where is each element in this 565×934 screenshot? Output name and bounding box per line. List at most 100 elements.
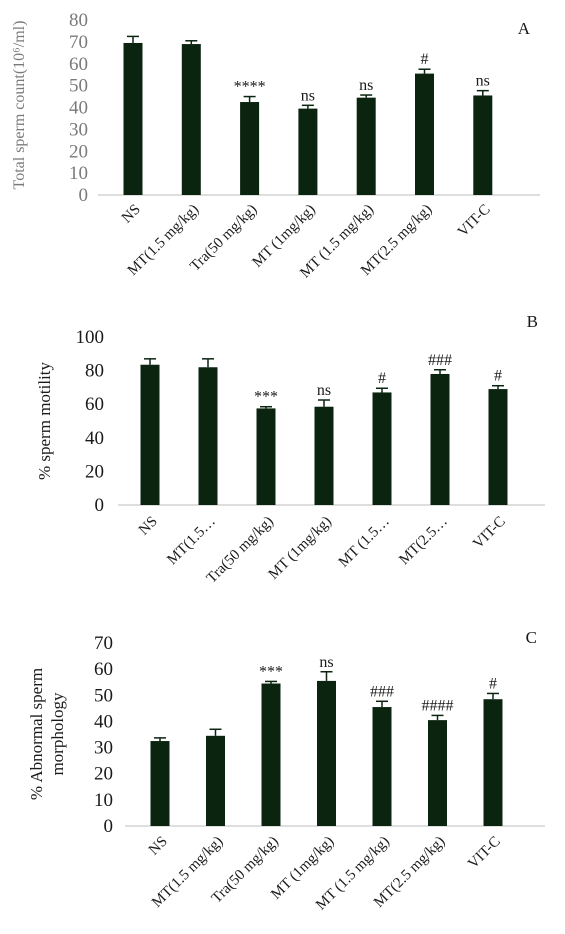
panel-label: C — [526, 628, 537, 647]
error-bar — [376, 700, 388, 708]
bar — [356, 97, 376, 195]
error-bar — [487, 692, 499, 700]
bar — [317, 680, 336, 826]
y-tick-label: 60 — [69, 54, 88, 75]
y-tick-label: 50 — [69, 76, 88, 97]
significance-label: ### — [370, 683, 394, 700]
y-tick-label: 50 — [94, 685, 113, 706]
y-tick-label: 20 — [85, 461, 104, 482]
bar — [372, 392, 392, 505]
significance-label: # — [421, 51, 429, 68]
y-axis-label: % sperm motility — [35, 361, 54, 480]
bar — [256, 408, 276, 505]
error-bar — [265, 680, 277, 684]
bar — [314, 406, 334, 505]
bar — [473, 95, 493, 195]
significance-label: *** — [254, 389, 278, 406]
x-tick-label: NS — [119, 202, 144, 227]
panel-b: B % sperm motility 0 20 40 60 80 100 NS MT(1.5… **… — [35, 312, 545, 587]
significance-label: ns — [319, 654, 333, 671]
y-tick-label: 60 — [94, 659, 113, 680]
bar — [372, 707, 392, 826]
error-bar — [260, 405, 272, 409]
y-tick-label: 20 — [94, 764, 113, 785]
y-axis-label: Total sperm count(10⁶/ml) — [11, 21, 28, 190]
panel-label: A — [518, 19, 531, 38]
significance-label: ns — [317, 382, 331, 399]
bar — [483, 699, 503, 826]
y-tick-label: 10 — [69, 163, 88, 184]
y-tick-label: 30 — [69, 119, 88, 140]
error-bar — [376, 387, 388, 393]
significance-label: *** — [259, 663, 283, 680]
x-tick-label: MT(1.5… — [164, 514, 219, 569]
error-bar — [127, 35, 139, 43]
y-tick-label: 0 — [95, 495, 105, 516]
significance-label: ns — [301, 87, 315, 104]
significance-label: # — [489, 675, 497, 692]
significance-label: ns — [476, 73, 490, 90]
bar — [428, 720, 447, 826]
y-tick-label: 100 — [76, 327, 105, 348]
bar — [430, 373, 450, 505]
error-bar — [318, 399, 330, 407]
y-tick-label: 40 — [94, 711, 113, 732]
y-tick-label: 30 — [94, 738, 113, 759]
y-axis-label: % Abnormal sperm morphology — [27, 668, 67, 800]
bar — [298, 108, 318, 195]
x-tick-label: VIT-C — [470, 514, 509, 553]
error-bar — [185, 40, 198, 45]
bar — [181, 44, 201, 195]
error-bar — [202, 358, 214, 368]
error-bar — [418, 68, 431, 74]
significance-label: # — [494, 368, 502, 385]
panel-c: C % Abnormal sperm morphology 0 10 20 30 40 50 60… — [27, 628, 545, 913]
y-tick-label: 70 — [69, 32, 88, 53]
bar — [150, 741, 170, 826]
y-tick-label: 20 — [69, 141, 88, 162]
panel-a: A Total sperm count(10⁶/ml) 01020304050607… — [11, 10, 540, 281]
x-tick-label: NS — [146, 834, 171, 859]
significance-label: ns — [359, 77, 373, 94]
y-tick-label: 70 — [94, 633, 113, 654]
x-tick-label: VIT-C — [465, 834, 504, 873]
significance-label: # — [378, 370, 386, 387]
panel-label: B — [527, 312, 538, 331]
error-bar — [492, 384, 504, 390]
error-bar — [144, 358, 156, 365]
bar — [415, 73, 434, 195]
bar — [140, 364, 160, 505]
significance-label: ### — [428, 352, 452, 369]
error-bar — [320, 671, 333, 681]
error-bar — [360, 94, 373, 98]
error-bar — [301, 104, 314, 109]
error-bar — [434, 369, 446, 374]
y-tick-label: 80 — [69, 10, 88, 31]
error-bar — [476, 89, 489, 96]
x-tick-label: VIT-C — [455, 202, 494, 241]
error-bar — [431, 714, 444, 721]
bar — [261, 683, 281, 826]
significance-label: #### — [422, 697, 454, 714]
x-tick-label: MT (1mg/kg) — [266, 514, 335, 583]
bar — [198, 367, 218, 505]
y-tick-label: 0 — [104, 816, 114, 837]
bar — [488, 389, 508, 505]
bar — [240, 102, 260, 195]
x-tick-label: MT(2.5… — [396, 514, 451, 569]
error-bar — [154, 737, 166, 742]
y-tick-label: 80 — [85, 361, 104, 382]
error-bar — [243, 95, 256, 103]
y-tick-label: 0 — [79, 185, 89, 206]
significance-label: **** — [234, 79, 266, 96]
x-tick-label: NS — [136, 514, 161, 539]
y-tick-label: 40 — [69, 98, 88, 119]
bar — [123, 42, 143, 195]
error-bar — [209, 728, 222, 736]
y-tick-label: 40 — [85, 428, 104, 449]
bar — [206, 735, 225, 826]
y-tick-label: 60 — [85, 394, 104, 415]
y-tick-label: 10 — [94, 790, 113, 811]
x-tick-label: MT (1.5… — [336, 514, 393, 571]
